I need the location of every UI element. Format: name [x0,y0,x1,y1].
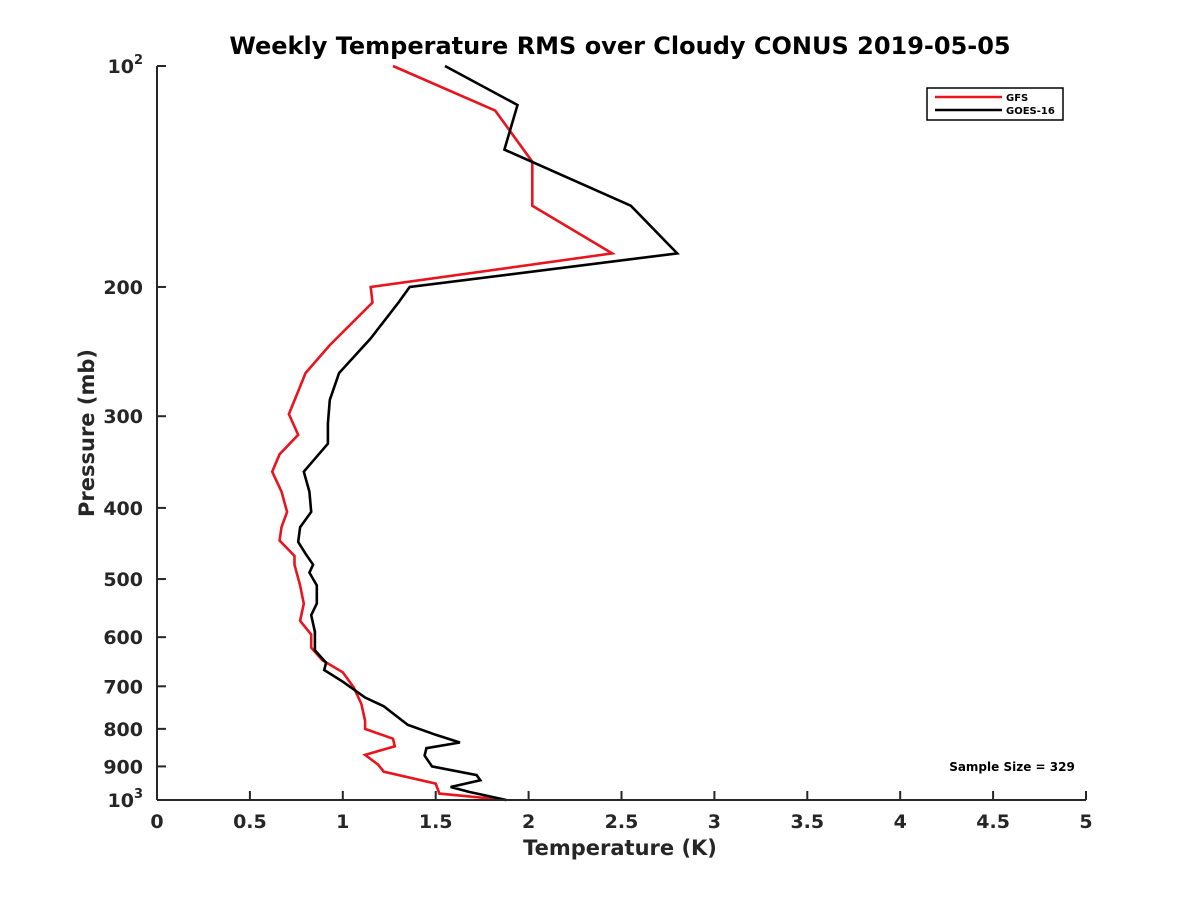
x-tick-label: 0.5 [233,811,267,833]
x-axis-label: Temperature (K) [523,836,717,860]
x-tick-label: 5 [1079,811,1092,833]
x-tick-label: 3.5 [790,811,824,833]
x-tick-label: 1 [336,811,349,833]
legend-label: GOES-16 [1006,106,1055,117]
sample-size-annotation: Sample Size = 329 [949,760,1075,774]
x-tick-label: 4 [894,811,907,833]
y-tick-label: 700 [103,676,143,698]
x-axis: 0 0.5 1 1.5 2 2.5 3 3.5 4 4.5 5 [150,791,1093,833]
y-tick-label: 400 [103,498,143,520]
y-tick-label: 900 [103,756,143,778]
y-tick-label: 103 [108,787,144,812]
series-line-goes-16 [296,64,680,802]
y-tick-label: 600 [103,627,143,649]
y-tick-label: 800 [103,719,143,741]
y-tick-label: 200 [103,277,143,299]
y-tick-label: 300 [103,406,143,428]
x-tick-label: 1.5 [419,811,453,833]
legend-box [926,87,1064,121]
legend: GFS GOES-16 [926,87,1064,121]
plot-area [270,64,680,802]
y-axis: 102 200 300 400 500 600 700 800 900 103 [103,53,166,812]
x-tick-label: 4.5 [976,811,1010,833]
chart-title: Weekly Temperature RMS over Cloudy CONUS… [229,32,1010,60]
legend-label: GFS [1006,93,1028,104]
x-tick-label: 2 [522,811,535,833]
y-tick-label: 102 [108,53,144,78]
series-line-gfs [270,64,617,802]
x-tick-label: 0 [150,811,163,833]
x-tick-label: 2.5 [605,811,639,833]
y-tick-label: 500 [103,569,143,591]
x-tick-label: 3 [708,811,721,833]
y-axis-label: Pressure (mb) [75,349,99,517]
